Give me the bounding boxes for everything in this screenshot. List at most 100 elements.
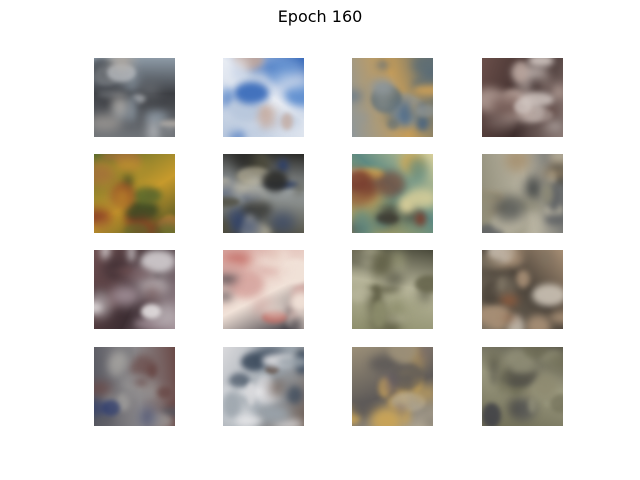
generated-sample-16	[482, 347, 563, 426]
sample-texture-blob	[528, 58, 554, 67]
sample-texture-blob	[290, 291, 304, 313]
sample-texture-blob	[111, 96, 127, 117]
generated-sample-3	[352, 58, 433, 137]
sample-texture-blob	[504, 154, 531, 172]
sample-texture-blob	[100, 250, 111, 261]
sample-texture-blob	[497, 366, 510, 395]
sample-texture-blob	[493, 275, 516, 300]
sample-texture-blob	[389, 298, 405, 320]
sample-texture-blob	[548, 310, 563, 324]
sample-texture-blob	[526, 124, 536, 131]
sample-texture-blob	[352, 209, 373, 233]
sample-texture-blob	[390, 250, 406, 270]
sample-texture-blob	[352, 250, 372, 266]
sample-texture-blob	[266, 119, 281, 126]
sample-texture-blob	[287, 304, 298, 318]
sample-texture-blob	[264, 363, 279, 375]
sample-texture-blob	[223, 95, 238, 106]
sample-texture-blob	[94, 380, 113, 396]
sample-texture-blob	[245, 62, 278, 72]
sample-texture-blob	[160, 407, 175, 416]
sample-texture-blob	[544, 119, 563, 134]
sample-texture-blob	[223, 253, 254, 266]
sample-texture-blob	[370, 250, 394, 277]
sample-texture-blob	[258, 104, 273, 130]
sample-texture-blob	[94, 280, 122, 288]
sample-texture-blob	[412, 84, 433, 96]
figure-title: Epoch 160	[277, 7, 363, 26]
generated-sample-11	[352, 250, 433, 329]
sample-texture-blob	[261, 169, 289, 192]
sample-texture-blob	[167, 315, 175, 325]
sample-texture-blob	[236, 417, 263, 424]
sample-texture-blob	[270, 250, 279, 259]
sample-texture-blob	[522, 386, 534, 402]
sample-texture-blob	[352, 92, 364, 101]
sample-texture-blob	[223, 272, 237, 284]
sample-texture-blob	[482, 195, 495, 219]
sample-texture-blob	[544, 214, 563, 225]
sample-texture-blob	[240, 352, 266, 371]
sample-texture-blob	[513, 60, 529, 83]
sample-texture-blob	[277, 158, 289, 172]
sample-texture-blob	[482, 295, 498, 304]
sample-texture-blob	[482, 304, 511, 326]
sample-texture-blob	[276, 356, 304, 369]
sample-texture-blob	[270, 379, 285, 398]
sample-texture-blob	[97, 89, 129, 98]
sample-texture-blob	[532, 284, 563, 307]
sample-texture-blob	[223, 262, 242, 274]
generated-sample-5	[94, 154, 175, 233]
sample-texture-blob	[516, 270, 531, 289]
sample-texture-blob	[98, 415, 115, 423]
sample-texture-blob	[116, 392, 131, 412]
sample-texture-blob	[545, 350, 563, 372]
sample-texture-blob	[482, 223, 505, 233]
sample-texture-blob	[396, 100, 412, 128]
sample-texture-blob	[482, 402, 501, 426]
sample-texture-blob	[488, 358, 499, 385]
sample-texture-blob	[294, 182, 304, 196]
sample-texture-blob	[141, 407, 155, 426]
sample-texture-blob	[94, 114, 123, 131]
sample-texture-blob	[500, 294, 518, 307]
sample-texture-blob	[236, 216, 261, 233]
sample-texture-blob	[407, 358, 418, 381]
sample-texture-blob	[227, 120, 240, 136]
sample-texture-blob	[112, 186, 132, 211]
sample-texture-blob	[392, 404, 407, 414]
sample-texture-blob	[166, 398, 175, 417]
sample-texture-blob	[273, 419, 304, 426]
sample-texture-blob	[380, 205, 400, 218]
sample-texture-blob	[143, 285, 162, 303]
sample-texture-blob	[370, 77, 395, 97]
sample-texture-blob	[109, 58, 135, 67]
sample-texture-blob	[94, 163, 117, 186]
sample-texture-blob	[262, 301, 292, 321]
sample-texture-blob	[387, 347, 418, 363]
sample-texture-blob	[223, 86, 233, 102]
sample-texture-blob	[542, 167, 563, 179]
sample-texture-blob	[522, 347, 548, 360]
generated-sample-14	[223, 347, 304, 426]
sample-texture-blob	[482, 192, 500, 201]
sample-texture-blob	[520, 91, 554, 108]
sample-texture-blob	[507, 250, 524, 264]
sample-texture-blob	[414, 105, 433, 118]
sample-texture-blob	[375, 170, 405, 197]
generated-sample-4	[482, 58, 563, 137]
sample-texture-blob	[531, 373, 559, 398]
sample-texture-blob	[503, 315, 518, 322]
generated-sample-10	[223, 250, 304, 329]
sample-texture-blob	[369, 407, 403, 426]
sample-texture-blob	[147, 120, 159, 137]
sample-texture-blob	[165, 124, 175, 133]
sample-texture-blob	[525, 315, 551, 329]
sample-texture-blob	[494, 195, 525, 222]
sample-texture-blob	[141, 388, 171, 398]
sample-texture-blob	[258, 266, 286, 275]
sample-texture-blob	[276, 73, 304, 89]
sample-texture-blob	[102, 399, 120, 416]
sample-texture-blob	[356, 112, 368, 123]
